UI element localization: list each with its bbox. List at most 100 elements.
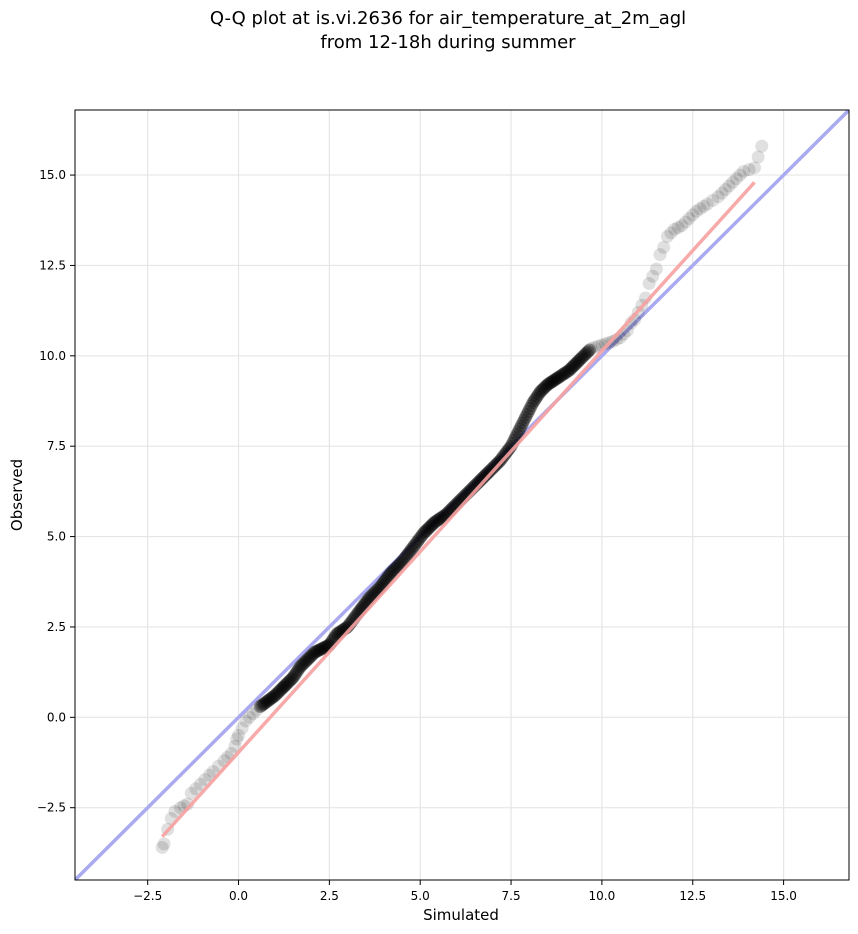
quantile-point	[562, 363, 576, 377]
quantile-point	[274, 683, 288, 697]
quantile-point	[305, 648, 319, 662]
quantile-point	[678, 215, 692, 229]
quantile-point	[362, 591, 376, 605]
quantile-point	[480, 467, 494, 481]
quantile-point	[242, 710, 256, 724]
quantile-point	[425, 518, 439, 532]
quantile-point	[261, 694, 275, 708]
quantile-point	[303, 650, 317, 664]
quantile-point	[536, 382, 550, 396]
quantile-point	[561, 364, 575, 378]
quantile-point	[330, 627, 344, 641]
y-tick-label: 2.5	[47, 620, 66, 634]
y-axis-ticks: −2.5 0.0 2.5 5.0 7.5 10.0 12.5 15.0	[37, 168, 75, 815]
quantile-point	[436, 510, 450, 524]
quantile-point	[306, 647, 320, 661]
quantile-point	[406, 540, 420, 554]
quantile-point	[495, 452, 509, 466]
quantile-point	[417, 526, 431, 540]
quantile-point	[198, 773, 212, 787]
quantile-point	[361, 593, 375, 607]
quantile-point	[393, 556, 407, 570]
quantile-point	[551, 371, 565, 385]
quantile-point	[554, 368, 568, 382]
y-axis-label: Observed	[8, 459, 26, 531]
quantile-point	[599, 337, 613, 351]
quantile-point	[547, 373, 561, 387]
quantile-point	[265, 691, 279, 705]
quantile-point	[718, 183, 732, 197]
quantile-point	[524, 399, 538, 413]
x-tick-label: 12.5	[679, 889, 706, 903]
quantile-point	[403, 545, 417, 559]
quantile-point	[682, 211, 696, 225]
quantile-point	[526, 396, 540, 410]
quantile-point	[292, 662, 306, 676]
quantile-point	[485, 461, 499, 475]
quantile-point	[411, 534, 425, 548]
quantile-point	[232, 728, 246, 742]
quantile-point	[550, 371, 564, 385]
quantile-point	[285, 672, 299, 686]
quantile-point	[414, 530, 428, 544]
quantile-point	[184, 786, 198, 800]
quantile-point	[283, 673, 297, 687]
quantile-point	[228, 739, 242, 753]
quantile-point	[392, 558, 406, 572]
quantile-point	[379, 573, 393, 587]
quantile-point	[302, 651, 316, 665]
y-tick-label: 0.0	[47, 710, 66, 724]
quantile-point	[649, 262, 663, 276]
quantile-point	[420, 523, 434, 537]
quantile-point	[282, 675, 296, 689]
quantile-point	[397, 553, 411, 567]
chart-title: Q-Q plot at is.vi.2636 for air_temperatu…	[210, 8, 686, 29]
quantile-point	[542, 377, 556, 391]
quantile-point	[499, 445, 513, 459]
quantile-point	[706, 193, 720, 207]
quantile-point	[559, 365, 573, 379]
y-tick-label: 10.0	[39, 349, 66, 363]
quantile-point	[490, 457, 504, 471]
quantile-point	[409, 536, 423, 550]
quantile-point	[395, 555, 409, 569]
quantile-point	[558, 366, 572, 380]
quantile-point	[568, 358, 582, 372]
quantile-point	[579, 346, 593, 360]
quantile-point	[301, 652, 315, 666]
y-tick-label: 5.0	[47, 530, 66, 544]
quantile-point	[546, 374, 560, 388]
quantile-point	[532, 387, 546, 401]
quantile-point	[279, 678, 293, 692]
plot-area-frame	[74, 109, 850, 881]
quantile-point	[540, 378, 554, 392]
quantile-point	[556, 367, 570, 381]
quantile-point	[588, 340, 602, 354]
quantile-point	[422, 521, 436, 535]
quantile-point	[566, 359, 580, 373]
x-tick-label: 7.5	[502, 889, 521, 903]
quantile-point	[715, 186, 729, 200]
quantile-point	[496, 450, 510, 464]
quantile-point	[573, 352, 587, 366]
quantile-point	[193, 777, 207, 791]
quantile-point	[481, 466, 495, 480]
quantile-point	[408, 538, 422, 552]
quantile-point	[387, 563, 401, 577]
quantile-point	[418, 525, 432, 539]
grid-lines	[75, 110, 849, 880]
x-tick-label: 0.0	[229, 889, 248, 903]
quantile-point	[271, 686, 285, 700]
quantile-point	[434, 511, 448, 525]
chart-subtitle: from 12-18h during summer	[320, 32, 576, 53]
quantile-point	[642, 277, 656, 291]
quantile-point	[572, 354, 586, 368]
quantile-point	[318, 640, 332, 654]
quantile-point	[401, 547, 415, 561]
quantile-point	[280, 676, 294, 690]
quantile-point	[239, 714, 253, 728]
quantile-point	[431, 513, 445, 527]
quantile-point	[513, 422, 527, 436]
